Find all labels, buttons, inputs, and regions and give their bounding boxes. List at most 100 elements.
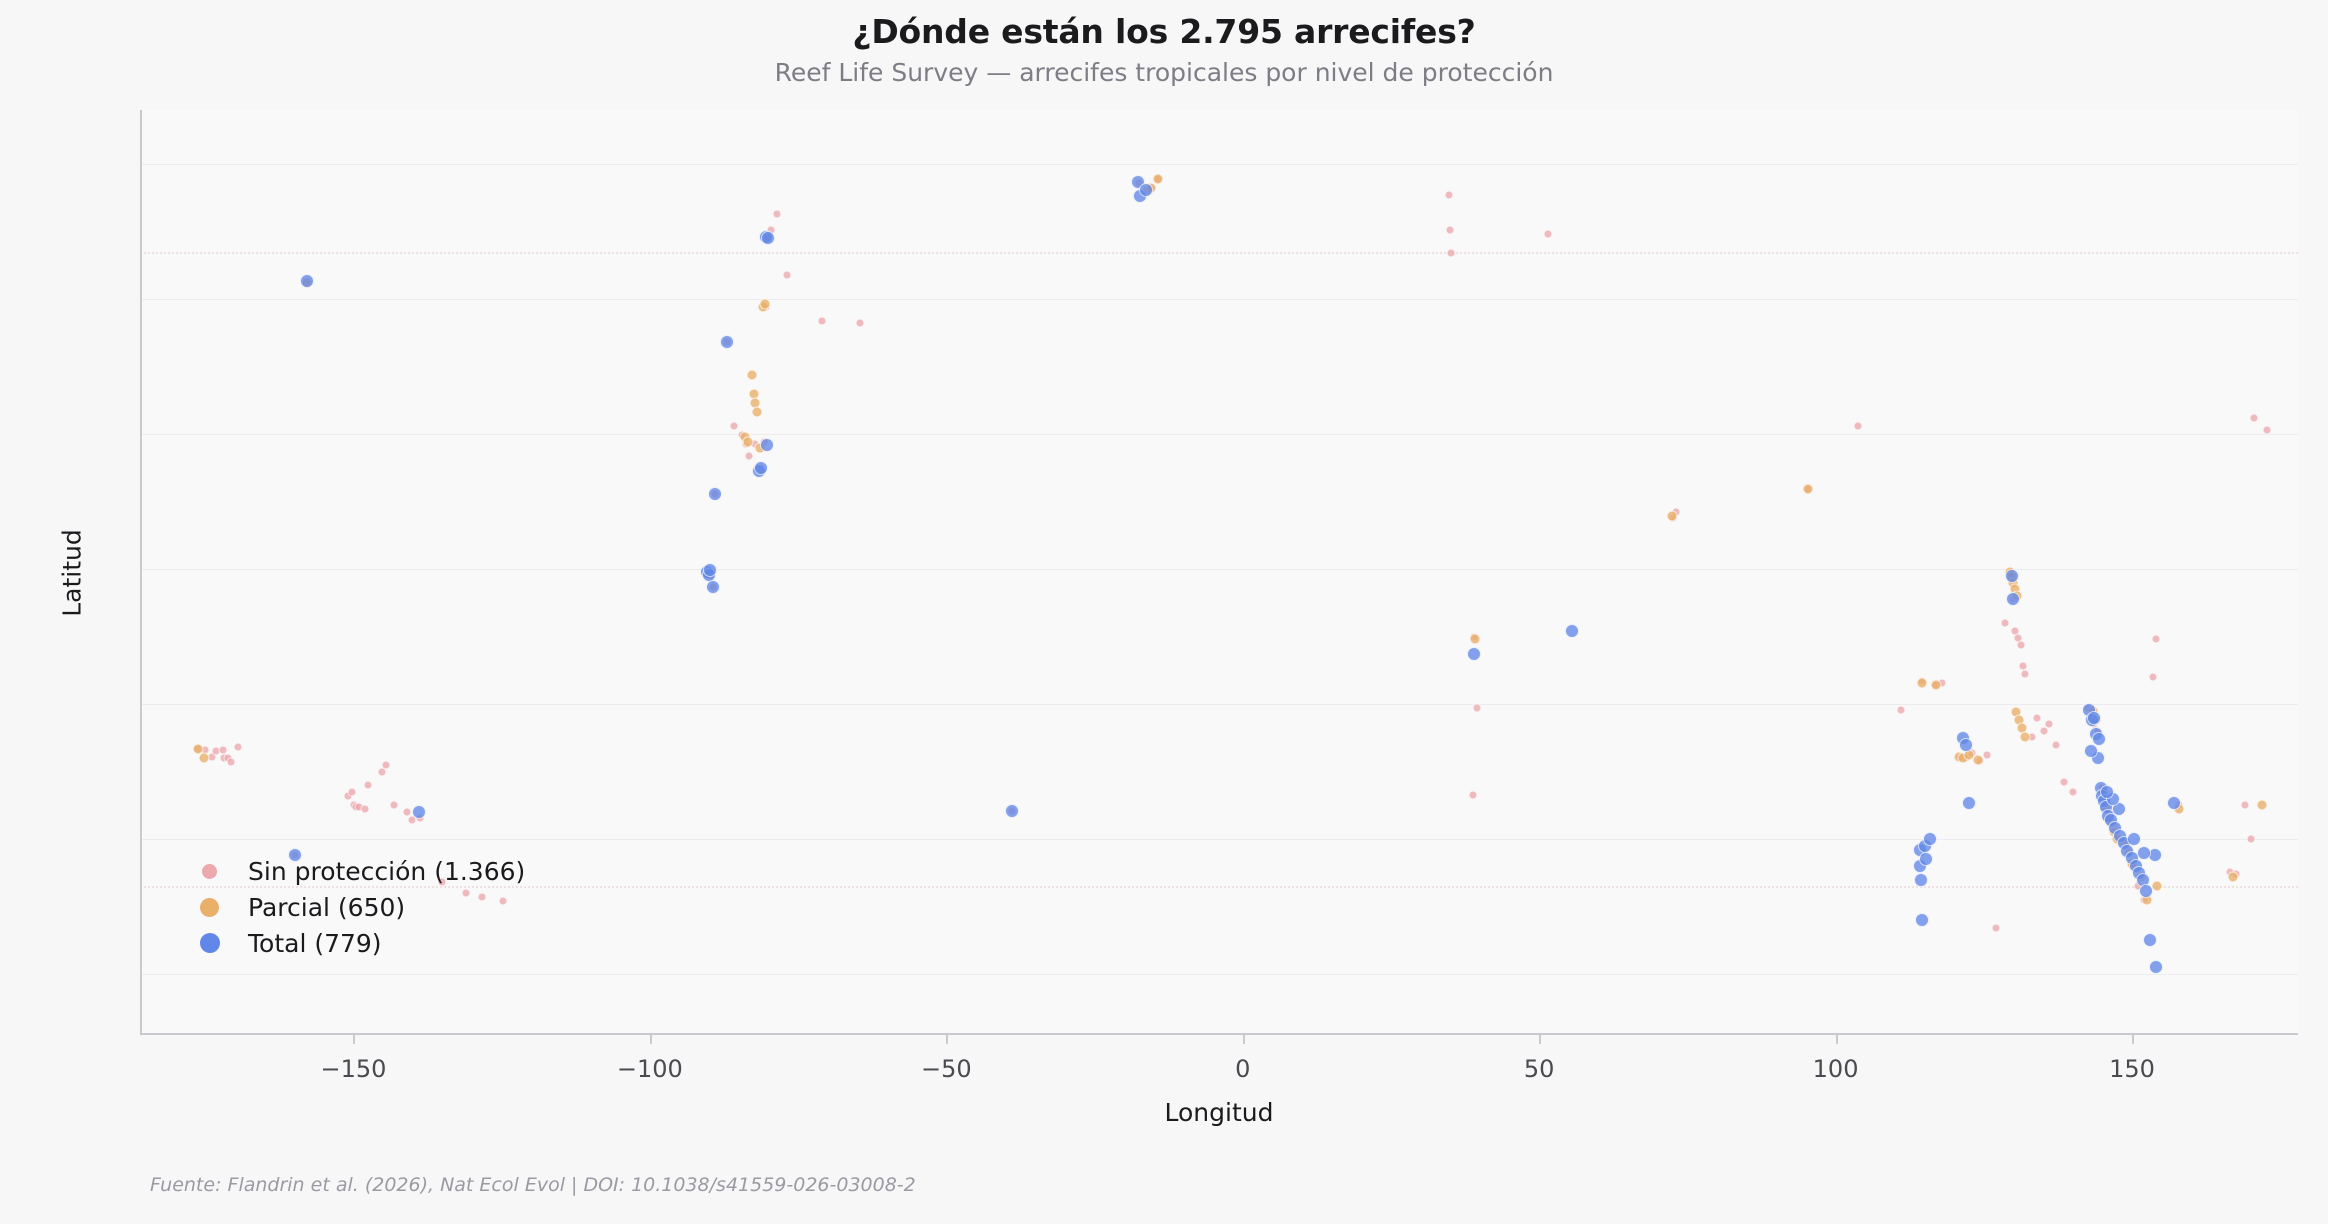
scatter-point <box>729 421 739 431</box>
x-tick-label: 150 <box>2109 1055 2155 1083</box>
scatter-point <box>817 316 827 326</box>
legend-item-total[interactable]: Total (779) <box>200 927 525 959</box>
scatter-point <box>2044 719 2054 729</box>
source-footer: Fuente: Flandrin et al. (2026), Nat Ecol… <box>150 1174 916 1196</box>
scatter-point <box>1445 225 1455 235</box>
scatter-point <box>299 274 314 289</box>
scatter-point <box>2136 845 2151 860</box>
scatter-point <box>347 787 357 797</box>
scatter-point <box>1444 190 1454 200</box>
scatter-point <box>2249 413 2259 423</box>
scatter-point <box>2227 871 2239 883</box>
scatter-point <box>760 231 775 246</box>
scatter-point <box>389 800 399 810</box>
scatter-point <box>754 460 769 475</box>
gridline-horizontal <box>140 164 2298 165</box>
scatter-point <box>1972 754 1984 766</box>
scatter-point <box>708 486 723 501</box>
gridline-horizontal <box>140 839 2298 841</box>
scatter-point <box>1916 677 1928 689</box>
scatter-point <box>2068 787 2078 797</box>
scatter-point <box>2083 744 2098 759</box>
tropic-line <box>140 886 2298 889</box>
scatter-point <box>1564 624 1579 639</box>
x-tick-mark <box>353 1035 356 1044</box>
scatter-point <box>233 742 243 752</box>
gridline-horizontal <box>140 569 2298 571</box>
scatter-point <box>1853 421 1863 431</box>
scatter-point <box>1005 803 1020 818</box>
x-tick-label: −150 <box>320 1055 387 1083</box>
scatter-point <box>782 270 792 280</box>
scatter-point <box>1468 790 1478 800</box>
x-axis-spine <box>140 1033 2298 1035</box>
scatter-point <box>1466 647 1481 662</box>
x-tick-label: 100 <box>1812 1055 1859 1083</box>
scatter-point <box>1139 182 1154 197</box>
scatter-point <box>461 888 471 898</box>
scatter-point <box>226 757 236 767</box>
scatter-point <box>746 369 758 381</box>
scatter-point <box>2262 425 2272 435</box>
scatter-point <box>1913 872 1928 887</box>
scatter-point <box>192 743 203 755</box>
gridline-horizontal <box>140 299 2298 301</box>
scatter-point <box>719 335 734 350</box>
gridline-horizontal <box>140 974 2298 976</box>
gridline-horizontal <box>140 434 2298 436</box>
scatter-point <box>2000 618 2010 628</box>
scatter-point <box>1469 633 1481 645</box>
scatter-point <box>1152 173 1164 185</box>
scatter-point <box>2016 640 2026 650</box>
scatter-point <box>2006 591 2021 606</box>
legend-item-parcial[interactable]: Parcial (650) <box>200 891 525 923</box>
scatter-point <box>2139 883 2154 898</box>
scatter-point <box>2111 802 2126 817</box>
scatter-point <box>1961 795 1976 810</box>
legend-swatch-icon <box>202 863 217 879</box>
scatter-point <box>2142 933 2157 948</box>
scatter-point <box>2019 731 2031 743</box>
scatter-point <box>1543 229 1553 239</box>
x-tick-label: 0 <box>1235 1055 1251 1083</box>
x-axis-title: Longitud <box>1164 1098 1274 1127</box>
scatter-point <box>1802 483 1814 495</box>
scatter-point <box>2127 832 2142 847</box>
scatter-point <box>2059 777 2069 787</box>
x-tick-label: −100 <box>616 1055 683 1083</box>
scatter-point <box>477 892 487 902</box>
y-axis-spine <box>140 110 142 1035</box>
legend-swatch-icon <box>200 933 220 953</box>
scatter-point <box>2005 568 2020 583</box>
scatter-point <box>2246 834 2256 844</box>
scatter-point <box>1982 750 1992 760</box>
scatter-point <box>498 896 508 906</box>
scatter-point <box>1915 913 1930 928</box>
scatter-point <box>751 406 763 418</box>
scatter-point <box>2240 800 2250 810</box>
x-tick-label: 50 <box>1523 1055 1555 1083</box>
scatter-point <box>381 760 391 770</box>
chart-subtitle: Reef Life Survey — arrecifes tropicales … <box>774 58 1554 87</box>
scatter-point <box>772 209 782 219</box>
scatter-point <box>402 807 412 817</box>
scatter-point <box>2020 669 2030 679</box>
legend-item-sin-proteccion[interactable]: Sin protección (1.366) <box>200 855 525 887</box>
x-tick-mark <box>1835 1035 1838 1044</box>
scatter-point <box>759 298 771 310</box>
scatter-point <box>2148 672 2158 682</box>
scatter-point <box>2032 713 2042 723</box>
scatter-point <box>2091 732 2106 747</box>
page-title: ¿Dónde están los 2.795 arrecifes? <box>852 12 1476 51</box>
scatter-point <box>2151 634 2161 644</box>
scatter-point <box>363 780 373 790</box>
scatter-point <box>1472 703 1482 713</box>
scatter-point <box>1930 679 1942 691</box>
scatter-point <box>412 805 427 820</box>
gridline-horizontal <box>140 704 2298 706</box>
scatter-point <box>2256 799 2268 811</box>
scatter-point <box>1919 852 1934 867</box>
scatter-point <box>360 804 370 814</box>
